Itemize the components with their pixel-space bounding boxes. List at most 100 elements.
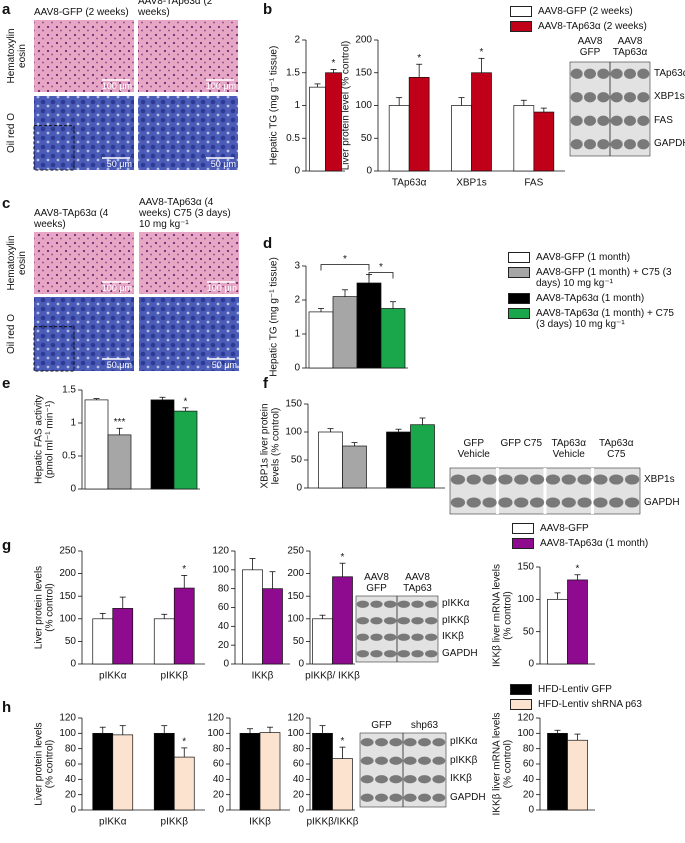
blot-band [577, 497, 592, 508]
blot-band [397, 600, 410, 608]
y-tick-label: 40 [293, 774, 305, 785]
y-axis-label: Hepatic TG (mg g⁻¹ tissue) [269, 46, 280, 166]
bar [308, 311, 334, 369]
legend-swatch [512, 538, 534, 549]
scale-bar-label: 50 μm [106, 360, 132, 370]
legend-label: HFD-Lentiv shRNA p63 [538, 699, 642, 710]
bar [547, 598, 568, 665]
blot-band [624, 474, 640, 485]
bar [471, 72, 492, 172]
blot-band [637, 115, 650, 126]
y-tick-label: 0.5 [286, 133, 300, 144]
blot-band [593, 474, 608, 485]
column-header: AAV8-TAp63α (2 weeks) [138, 0, 213, 18]
bar [451, 105, 472, 172]
blot-band [370, 600, 383, 608]
blot-lane-label: AAV8 GFP [577, 36, 603, 58]
blot-band [418, 793, 431, 802]
inset-frame [33, 125, 75, 171]
blot-band [584, 68, 596, 79]
panel-letter: d [263, 235, 273, 252]
blot-band [418, 738, 431, 747]
y-tick-label: 60 [523, 759, 535, 770]
y-tick-label: 200 [287, 568, 304, 579]
blot-band [432, 793, 446, 802]
column-header: AAV8-TAp63α (4 weeks) C75 (3 days) 10 mg… [139, 197, 231, 230]
scale-bar-label: 50 μm [211, 360, 237, 370]
blot-band [624, 115, 636, 126]
panel-letter: c [2, 195, 11, 212]
y-tick-label: 100 [355, 100, 372, 111]
y-axis-label: (% control) [45, 740, 56, 788]
y-tick-label: 100 [287, 613, 304, 624]
blot-band-label: pIKKα [450, 736, 478, 748]
bar [153, 732, 175, 811]
significance-bracket [368, 272, 394, 279]
y-axis-label: Hepatic FAS activity [34, 395, 45, 484]
y-tick-label: 50 [291, 455, 303, 466]
scale-bar-label: 100 μm [101, 283, 132, 293]
y-tick-label: 150 [355, 67, 372, 78]
blot-band-label: GAPDH [442, 647, 478, 659]
blot-band [529, 474, 545, 485]
bar [259, 732, 281, 811]
bar [567, 739, 588, 811]
y-tick-label: 0 [296, 483, 302, 494]
blot-band [610, 68, 623, 79]
panel-letter: h [2, 699, 12, 716]
blot-band [397, 633, 410, 641]
significance-mark: * [182, 737, 186, 748]
y-tick-label: 100 [285, 427, 302, 438]
y-tick-label: 200 [59, 568, 76, 579]
row-label: Oil red O [6, 113, 17, 154]
y-axis-label: IKKβ liver mRNA levels [492, 713, 503, 816]
legend-label: AAV8-GFP (1 month) [536, 252, 631, 263]
blot-band [432, 756, 446, 765]
column-header: AAV8-GFP (2 weeks) [34, 7, 129, 18]
panel-letter: g [2, 537, 12, 554]
y-axis-label: Liver protein levels [34, 566, 45, 649]
y-tick-label: 0 [528, 659, 534, 670]
y-tick-label: 1 [294, 329, 300, 340]
y-tick-label: 2 [294, 295, 300, 306]
significance-mark: * [184, 396, 188, 407]
bar [312, 732, 333, 811]
y-tick-label: 100 [287, 728, 304, 739]
bar [153, 618, 175, 665]
blot-lane-label: AAV8 TAp63α [612, 36, 648, 58]
y-axis-label: XBP1s liver protein [260, 403, 271, 488]
y-tick-label: 150 [517, 562, 534, 573]
x-tick-label: pIKKα [99, 817, 127, 828]
legend-entry: HFD-Lentiv GFP [510, 684, 680, 695]
legend-swatch [512, 523, 534, 534]
x-tick-label: FAS [524, 178, 543, 189]
blot-band [570, 115, 583, 126]
bar [332, 576, 353, 665]
bar [547, 732, 568, 811]
blot-band [403, 793, 417, 802]
blot-band [593, 497, 608, 508]
y-tick-label: 0.5 [62, 451, 76, 462]
blot-band [370, 633, 383, 641]
bar [332, 758, 353, 811]
legend-label: AAV8-GFP (2 weeks) [538, 6, 633, 17]
legend-entry: AAV8-TAp63α (2 weeks) [510, 21, 680, 32]
y-tick-label: 20 [293, 789, 305, 800]
blot-band-label: IKKβ [450, 773, 472, 785]
bar [312, 618, 333, 665]
bar [112, 734, 134, 811]
significance-mark: * [480, 47, 484, 58]
blot-band [514, 474, 529, 485]
y-tick-label: 200 [355, 35, 372, 46]
blot-band [432, 775, 446, 784]
bar [262, 588, 283, 665]
blot-band [375, 775, 388, 784]
y-tick-label: 80 [293, 743, 305, 754]
y-tick-label: 0 [294, 363, 300, 374]
blot-band [356, 650, 369, 658]
blot-lane-label: AAV8 GFP [364, 572, 389, 594]
blot-band [403, 775, 417, 784]
y-tick-label: 0 [528, 805, 534, 816]
bar [309, 86, 326, 172]
